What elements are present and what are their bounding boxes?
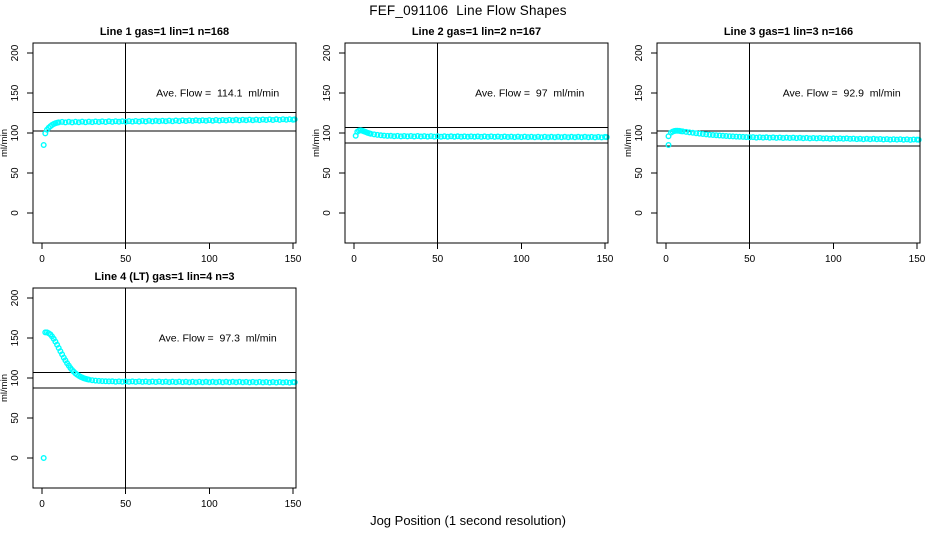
y-tick-label: 50	[634, 167, 645, 179]
y-tick-label: 200	[10, 44, 21, 61]
y-tick-label: 200	[322, 44, 333, 61]
x-tick-label: 50	[120, 499, 132, 510]
x-tick-label: 50	[744, 254, 756, 265]
subplot-title: Line 4 (LT) gas=1 lin=4 n=3	[94, 271, 234, 283]
y-tick-label: 0	[10, 210, 21, 216]
subplot-title: Line 2 gas=1 lin=2 n=167	[412, 26, 541, 38]
y-tick-label: 150	[10, 84, 21, 101]
plot-box	[344, 42, 609, 244]
x-tick-label: 100	[513, 254, 530, 265]
y-tick-label: 100	[634, 124, 645, 141]
subplot-2: Line 2 gas=1 lin=2 n=167 0 50 100 150 0 50 100 1…	[311, 22, 624, 267]
y-axis-label: ml/min	[0, 374, 10, 402]
y-tick-label: 0	[634, 210, 645, 216]
ave-flow-annotation: Ave. Flow = 97.3 ml/min	[159, 333, 277, 345]
x-tick-label: 0	[663, 254, 669, 265]
x-tick-label: 100	[825, 254, 842, 265]
data-points	[352, 127, 610, 141]
y-tick-label: 200	[634, 44, 645, 61]
subplot-2-plot: Line 2 gas=1 lin=2 n=167 0 50 100 150 0 50 100 1…	[311, 26, 614, 265]
subplot-1-plot: Line 1 gas=1 lin=1 n=168 0 50 100 150 0 50 100 1…	[0, 26, 302, 265]
x-tick-label: 0	[39, 254, 45, 265]
y-tick-label: 150	[10, 329, 21, 346]
x-tick-label: 100	[201, 499, 218, 510]
x-tick-label: 0	[39, 499, 45, 510]
x-tick-label: 150	[285, 254, 302, 265]
main-title: FEF_091106 Line Flow Shapes	[369, 3, 567, 18]
x-axis-label: Jog Position (1 second resolution)	[370, 513, 566, 528]
y-tick-label: 50	[322, 167, 333, 179]
data-points	[665, 127, 922, 148]
subplot-title: Line 1 gas=1 lin=1 n=168	[100, 26, 229, 38]
y-tick-label: 100	[322, 124, 333, 141]
subplot-title: Line 3 gas=1 lin=3 n=166	[724, 26, 853, 38]
plot-box	[656, 42, 921, 244]
y-axis-label: ml/min	[624, 129, 634, 157]
y-axis-label: ml/min	[0, 129, 10, 157]
ave-flow-annotation: Ave. Flow = 114.1 ml/min	[156, 88, 279, 100]
ave-flow-annotation: Ave. Flow = 97 ml/min	[475, 88, 584, 100]
y-tick-label: 150	[322, 84, 333, 101]
subplot-3: Line 3 gas=1 lin=3 n=166 0 50 100 150 0 50 100 1…	[623, 22, 936, 267]
y-tick-label: 50	[10, 167, 21, 179]
x-tick-label: 150	[909, 254, 926, 265]
subplot-4-plot: Line 4 (LT) gas=1 lin=4 n=3 0 50 100 150 0 50 1…	[0, 271, 302, 510]
x-tick-label: 50	[120, 254, 132, 265]
y-tick-label: 0	[322, 210, 333, 216]
subplot-4: Line 4 (LT) gas=1 lin=4 n=3 0 50 100 150 0 50 1…	[0, 267, 312, 512]
y-axis-label: ml/min	[312, 129, 322, 157]
subplot-1: Line 1 gas=1 lin=1 n=168 0 50 100 150 0 50 100 1…	[0, 22, 312, 267]
y-tick-label: 200	[10, 289, 21, 306]
y-tick-label: 150	[634, 84, 645, 101]
y-tick-label: 100	[10, 369, 21, 386]
x-tick-label: 0	[351, 254, 357, 265]
y-tick-label: 50	[10, 412, 21, 424]
subplot-3-plot: Line 3 gas=1 lin=3 n=166 0 50 100 150 0 50 100 1…	[623, 26, 926, 265]
data-points	[40, 116, 298, 148]
x-tick-label: 150	[285, 499, 302, 510]
plot-box	[32, 42, 297, 244]
y-tick-label: 100	[10, 124, 21, 141]
x-tick-label: 100	[201, 254, 218, 265]
x-tick-label: 150	[597, 254, 614, 265]
data-points	[40, 329, 298, 461]
x-tick-label: 50	[432, 254, 444, 265]
ave-flow-annotation: Ave. Flow = 92.9 ml/min	[783, 88, 901, 100]
y-tick-label: 0	[10, 455, 21, 461]
plot-box	[32, 287, 297, 489]
